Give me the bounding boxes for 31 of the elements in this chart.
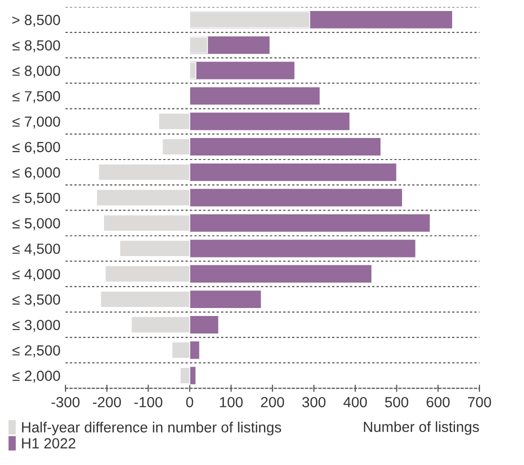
y-tick-label: ≤ 3,000 bbox=[12, 320, 60, 332]
x-tick-label: 0 bbox=[186, 396, 194, 408]
y-tick-label: ≤ 3,500 bbox=[12, 294, 60, 306]
bar bbox=[189, 86, 321, 106]
bar bbox=[189, 60, 296, 80]
y-tick-label: > 8,500 bbox=[12, 14, 60, 27]
x-tick-label: -300 bbox=[52, 396, 80, 408]
x-axis-title: Number of listings bbox=[364, 421, 479, 435]
y-tick-label: ≤ 8,500 bbox=[12, 40, 60, 52]
x-tick-label: -100 bbox=[134, 396, 162, 408]
y-tick-label: ≤ 5,500 bbox=[12, 192, 60, 205]
x-tick-label: 600 bbox=[426, 396, 450, 408]
y-tick-label: ≤ 8,000 bbox=[12, 66, 60, 78]
y-tick-label: ≤ 6,500 bbox=[12, 142, 60, 154]
y-tick-label: ≤ 2,000 bbox=[12, 370, 60, 383]
y-tick-label: ≤ 4,500 bbox=[12, 244, 60, 256]
x-tick-label: 100 bbox=[220, 396, 243, 408]
x-tick-label: 200 bbox=[261, 396, 284, 408]
x-tick-label: 400 bbox=[343, 396, 367, 408]
legend-label: H1 2022 bbox=[22, 438, 76, 448]
y-tick-label: ≤ 7,000 bbox=[12, 116, 60, 129]
y-tick-label: ≤ 6,000 bbox=[12, 167, 60, 180]
y-tick-label: ≤ 2,500 bbox=[12, 345, 60, 358]
y-tick-label: ≤ 7,500 bbox=[12, 91, 60, 104]
y-tick-label: ≤ 4,000 bbox=[12, 268, 60, 282]
x-tick-label: -200 bbox=[92, 396, 121, 408]
legend-label: Half-year difference in number of listings bbox=[22, 422, 282, 436]
x-tick-label: 300 bbox=[302, 396, 326, 408]
x-tick-label: 500 bbox=[385, 396, 408, 408]
y-tick-label: ≤ 5,000 bbox=[12, 218, 60, 230]
x-tick-label: 700 bbox=[468, 396, 492, 408]
